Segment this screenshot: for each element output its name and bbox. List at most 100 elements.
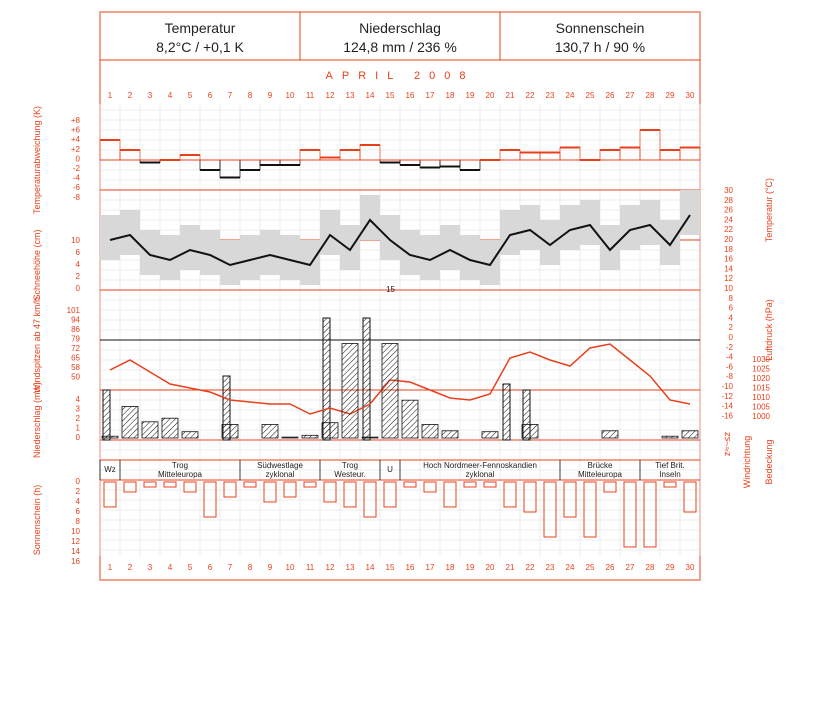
weather-type-label: zyklonal	[466, 470, 495, 479]
wind-dir-label: Windrichtung	[742, 436, 752, 489]
temperature-tick: 2	[729, 323, 734, 332]
sunshine-bar	[363, 481, 377, 518]
day-label-top: 8	[248, 91, 253, 100]
sun-title: Sonnenschein	[556, 20, 645, 36]
day-label-top: 21	[506, 91, 515, 100]
precip-bar	[441, 430, 459, 439]
day-label-top: 11	[306, 91, 315, 100]
day-label-bottom: 3	[148, 563, 153, 572]
snow-tick: 2	[76, 272, 81, 281]
day-label-bottom: 5	[188, 563, 193, 572]
sun-tick: 14	[71, 547, 80, 556]
anomaly-bar	[619, 147, 641, 161]
precip-bar	[181, 431, 199, 439]
day-label-bottom: 23	[546, 563, 555, 572]
wind-label: Windspitzen ab 47 km/h	[32, 297, 42, 393]
day-label-bottom: 28	[646, 563, 655, 572]
sunshine-bar	[263, 481, 277, 503]
temperature-tick: 8	[729, 294, 734, 303]
day-label-bottom: 16	[406, 563, 415, 572]
day-label-top: 16	[406, 91, 415, 100]
anomaly-bar	[359, 144, 381, 161]
day-label-bottom: 8	[248, 563, 253, 572]
temperature-tick: 20	[724, 235, 733, 244]
sunshine-bar	[103, 481, 117, 508]
sunshine-bar	[683, 481, 697, 513]
day-label-top: 4	[168, 91, 173, 100]
precip-bar	[521, 424, 539, 439]
day-label-top: 25	[586, 91, 595, 100]
temp-value: 8,2°C / +0,1 K	[156, 39, 244, 55]
day-label-top: 17	[426, 91, 435, 100]
temperature-tick: -4	[726, 353, 734, 362]
temperature-tick: 18	[724, 245, 733, 254]
snow-tick: 10	[71, 236, 80, 245]
anomaly-bar	[299, 149, 321, 161]
sunshine-bar	[443, 481, 457, 508]
month-title: APRIL 2008	[326, 70, 475, 82]
panels	[99, 129, 701, 548]
precip-bar	[161, 417, 179, 439]
day-label-bottom: 13	[346, 563, 355, 572]
day-label-top: 3	[148, 91, 153, 100]
pressure-tick: 1000	[752, 412, 770, 421]
weather-type-label: zyklonal	[266, 470, 295, 479]
wind-gust-bar	[222, 375, 231, 441]
day-label-top: 10	[286, 91, 295, 100]
day-label-bottom: 21	[506, 563, 515, 572]
temperature-tick: 14	[724, 264, 733, 273]
temperature-tick: -8	[726, 372, 734, 381]
weather-type-label: Brücke	[588, 461, 613, 470]
sun-tick: 16	[71, 557, 80, 566]
day-label-bottom: 9	[268, 563, 273, 572]
precip-bar	[141, 421, 159, 439]
anomaly-bar	[419, 159, 441, 168]
temperature-tick: 28	[724, 196, 733, 205]
day-label-bottom: 12	[326, 563, 335, 572]
day-label-top: 15	[386, 91, 395, 100]
day-label-bottom: 17	[426, 563, 435, 572]
temperature-tick: 0	[729, 333, 734, 342]
day-label-bottom: 26	[606, 563, 615, 572]
sunshine-bar	[463, 481, 477, 488]
precip-bar	[321, 422, 339, 439]
pressure-tick: 1005	[752, 403, 770, 412]
day-label-bottom: 30	[686, 563, 695, 572]
day-label-bottom: 24	[566, 563, 575, 572]
anomaly-bar	[339, 149, 361, 161]
anomaly-tick: +8	[71, 116, 81, 125]
day-label-bottom: 19	[466, 563, 475, 572]
precip-tick: 0	[76, 433, 81, 442]
day-label-top: 30	[686, 91, 695, 100]
day-label-top: 28	[646, 91, 655, 100]
anomaly-bar	[239, 159, 261, 171]
snow-label: Schneehöhe (cm)	[32, 229, 42, 300]
precip-bar	[261, 424, 279, 439]
temperature-label: Temperatur (°C)	[764, 178, 774, 242]
sunshine-bar	[503, 481, 517, 508]
sunshine-bar	[243, 481, 257, 488]
wind-tick: 94	[71, 316, 80, 325]
pressure-tick: 1020	[752, 374, 770, 383]
snow-tick: 6	[76, 248, 81, 257]
pressure-tick: 1015	[752, 384, 770, 393]
sun-tick: 8	[76, 517, 81, 526]
precip-bar	[301, 434, 319, 439]
sunshine-bar	[163, 481, 177, 488]
precip-tick: 3	[76, 405, 81, 414]
temperature-tick: 10	[724, 284, 733, 293]
precip-bar	[661, 435, 679, 439]
anomaly-tick: -6	[73, 183, 81, 192]
temperature-tick: 4	[729, 313, 734, 322]
sunshine-bar	[303, 481, 317, 488]
day-label-bottom: 25	[586, 563, 595, 572]
wind-dir-codes: z≈~≤z	[722, 431, 732, 456]
day-label-bottom: 1	[108, 563, 113, 572]
day-label-bottom: 14	[366, 563, 375, 572]
day-label-top: 12	[326, 91, 335, 100]
day-label-top: 24	[566, 91, 575, 100]
cloud-label: Bedeckung	[764, 439, 774, 484]
wind-tick: 86	[71, 325, 80, 334]
precip-bar	[101, 435, 119, 439]
